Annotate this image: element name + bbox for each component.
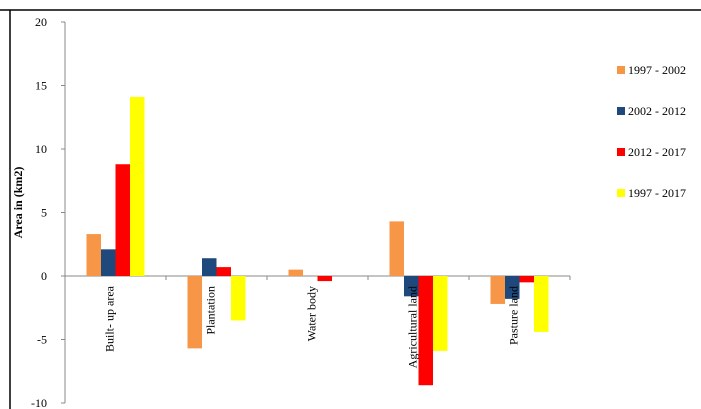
y-tick-label: 0	[41, 269, 47, 283]
legend-swatch	[617, 66, 625, 74]
bar	[86, 234, 101, 276]
bar	[418, 276, 433, 386]
bar	[288, 269, 303, 276]
legend-swatch	[617, 148, 625, 156]
bar	[231, 276, 246, 321]
category-label: Built- up area	[103, 285, 117, 352]
bar	[404, 276, 419, 297]
category-label: Water body	[305, 286, 319, 341]
bar	[389, 221, 404, 276]
legend-swatch	[617, 107, 625, 115]
y-axis-label: Area in (km2)	[11, 167, 25, 239]
bar	[505, 276, 520, 299]
y-tick-label: 20	[35, 15, 47, 29]
y-tick-label: 5	[41, 206, 47, 220]
bar	[115, 164, 130, 276]
legend-item: 1997 - 2017	[617, 185, 686, 201]
bar	[490, 276, 505, 304]
bar	[216, 267, 231, 276]
bar	[130, 96, 145, 277]
legend-swatch	[617, 189, 625, 197]
legend-item: 2012 - 2017	[617, 144, 686, 160]
legend-label: 1997 - 2017	[628, 185, 686, 200]
bar	[202, 258, 217, 276]
legend-item: 1997 - 2002	[617, 62, 686, 78]
y-tick-label: -10	[31, 396, 47, 409]
y-tick-label: 10	[35, 142, 47, 156]
legend-item: 2002 - 2012	[617, 103, 686, 119]
category-label: Plantation	[204, 286, 218, 335]
legend-label: 1997 - 2002	[628, 62, 686, 77]
bar	[187, 276, 202, 349]
bar	[534, 276, 549, 332]
legend-label: 2012 - 2017	[628, 144, 686, 159]
category-label: Agricultural land	[406, 286, 420, 368]
y-tick-label: 15	[35, 79, 47, 93]
y-tick-label: -5	[37, 333, 47, 347]
bar	[433, 276, 448, 351]
category-label: Pasture land	[507, 286, 521, 345]
bar	[519, 276, 534, 283]
legend-label: 2002 - 2012	[628, 103, 686, 118]
bar	[317, 276, 332, 282]
bar	[101, 249, 116, 276]
